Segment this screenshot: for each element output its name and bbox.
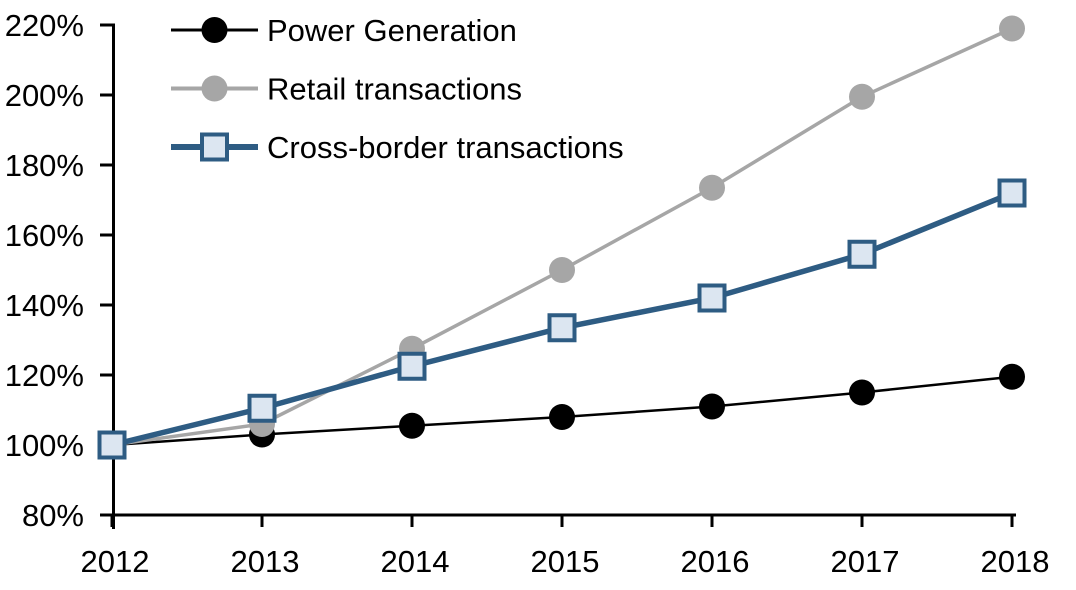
y-tick-label: 120% <box>5 358 84 393</box>
legend-label: Cross-border transactions <box>267 130 624 165</box>
series-power-generation <box>99 363 1025 458</box>
y-tick-label: 140% <box>5 288 84 323</box>
square-marker-cross-border-transactions <box>697 283 727 313</box>
x-tick-label: 2017 <box>831 544 900 579</box>
circle-marker-retail-transactions <box>999 15 1025 42</box>
circle-marker-power-generation <box>849 379 875 406</box>
square-marker-cross-border-transactions <box>847 239 877 269</box>
square-marker-legend <box>200 132 229 162</box>
x-tick-label: 2012 <box>81 544 150 579</box>
square-marker-cross-border-transactions <box>247 393 277 423</box>
series-retail-transactions <box>99 15 1025 458</box>
y-tick-label: 180% <box>5 148 84 183</box>
circle-marker-retail-transactions <box>699 174 725 201</box>
legend-item-power-generation: Power Generation <box>171 13 517 48</box>
circle-marker-retail-transactions <box>549 257 575 283</box>
x-tick-label: 2015 <box>531 544 600 579</box>
square-marker-cross-border-transactions <box>547 313 577 343</box>
square-marker-cross-border-transactions <box>397 351 427 381</box>
square-marker-cross-border-transactions <box>97 430 127 460</box>
x-tick-label: 2014 <box>381 544 450 579</box>
legend-item-cross-border-transactions: Cross-border transactions <box>171 130 624 165</box>
legend-label: Power Generation <box>267 13 517 48</box>
circle-marker-power-generation <box>399 412 425 439</box>
square-marker-cross-border-transactions <box>997 178 1027 208</box>
circle-marker-power-generation <box>699 393 725 420</box>
y-tick-label: 100% <box>5 428 84 463</box>
circle-marker-legend <box>201 17 228 43</box>
circle-marker-retail-transactions <box>849 83 875 110</box>
y-tick-label: 80% <box>22 498 84 533</box>
y-tick-label: 200% <box>5 78 84 113</box>
circle-marker-power-generation <box>549 404 575 430</box>
y-tick-label: 160% <box>5 218 84 253</box>
x-tick-label: 2016 <box>681 544 750 579</box>
circle-marker-legend <box>201 75 228 102</box>
series-line-retail-transactions <box>111 26 1013 447</box>
legend-item-retail-transactions: Retail transactions <box>171 72 522 107</box>
circle-marker-power-generation <box>999 363 1025 390</box>
x-tick-label: 2018 <box>981 544 1050 579</box>
legend-label: Retail transactions <box>267 72 522 107</box>
x-tick-label: 2013 <box>231 544 300 579</box>
y-tick-label: 220% <box>5 8 84 43</box>
series-cross-border-transactions <box>97 178 1027 460</box>
